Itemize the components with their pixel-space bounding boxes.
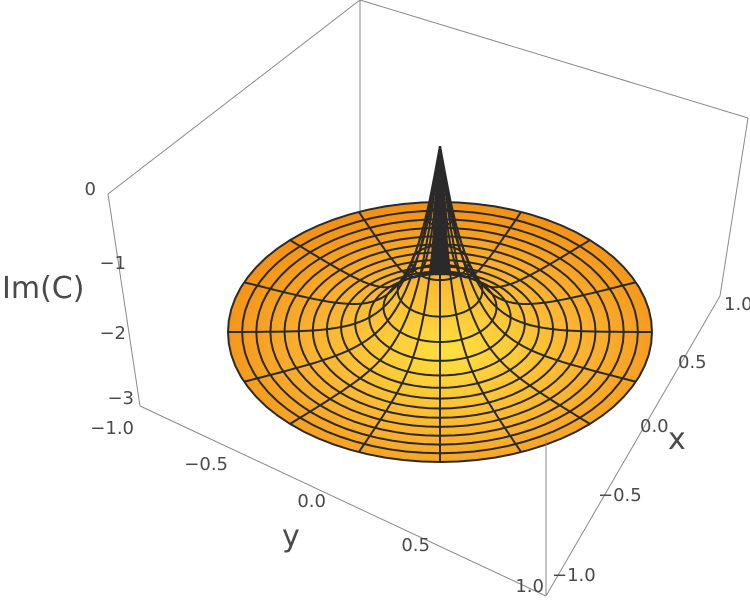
mesh-radial-line (289, 146, 441, 289)
x-tick-label: 0.0 (640, 416, 669, 437)
mesh-radial-line (439, 146, 591, 289)
mesh-radial-line (289, 146, 441, 425)
surface (226, 146, 653, 464)
y-tick-label: −0.5 (184, 454, 228, 475)
z-axis: 0 −1 −2 −3 Im(C) (2, 179, 134, 409)
x-tick-label: −0.5 (598, 485, 642, 506)
mesh-radial-line (439, 146, 522, 453)
x-axis: 1.0 0.5 0.0 −0.5 −1.0 x (552, 294, 750, 586)
x-tick-label: 0.5 (678, 352, 707, 373)
mesh-radial-line (358, 146, 441, 279)
mesh-radial-line (439, 146, 637, 305)
mesh-radial-line (358, 146, 441, 453)
y-tick-label: 0.0 (297, 491, 326, 512)
x-axis-label: x (668, 422, 686, 457)
mesh-radial-line (439, 146, 637, 383)
z-tick-label: 0 (85, 179, 96, 200)
y-tick-label: 0.5 (401, 535, 430, 556)
z-tick-label: −3 (107, 388, 134, 409)
mesh-radial-line (243, 146, 441, 383)
box-back-edges (107, 0, 749, 407)
y-tick-label: 1.0 (515, 576, 544, 597)
y-tick-label: −1.0 (90, 418, 134, 439)
mesh-radial-line (439, 146, 591, 425)
mesh-radial-line (243, 146, 441, 305)
surface-peak (430, 148, 450, 272)
x-tick-label: −1.0 (552, 565, 596, 586)
y-axis-label: y (282, 519, 300, 554)
z-tick-label: −2 (99, 323, 126, 344)
z-axis-label: Im(C) (2, 271, 84, 306)
y-axis: −1.0 −0.5 0.0 0.5 1.0 y (90, 418, 544, 597)
x-tick-label: 1.0 (724, 294, 750, 315)
mesh-radial-line (439, 146, 522, 279)
box-front-edges (139, 117, 749, 597)
z-tick-label: −1 (99, 253, 126, 274)
